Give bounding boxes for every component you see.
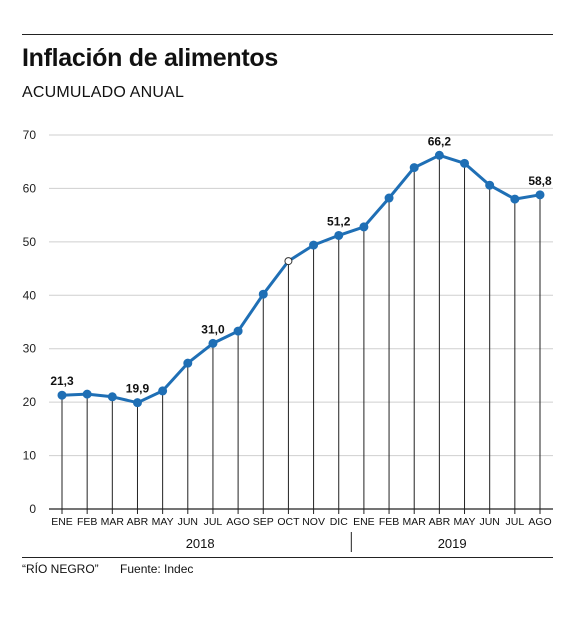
x-tick-label: AGO <box>528 516 551 528</box>
x-tick-label: MAY <box>152 516 174 528</box>
chart-title: Inflación de alimentos <box>22 44 278 72</box>
data-point <box>409 163 419 173</box>
top-rule <box>22 34 553 35</box>
source-credit: Fuente: Indec <box>120 562 194 576</box>
data-point <box>309 240 319 250</box>
x-tick-label: SEP <box>253 516 274 528</box>
x-tick-label: MAY <box>454 516 476 528</box>
x-tick-label: DIC <box>330 516 349 528</box>
data-point <box>535 190 545 200</box>
chart-subtitle: ACUMULADO ANUAL <box>22 84 185 101</box>
x-tick-label: MAR <box>403 516 427 528</box>
y-tick-label: 60 <box>23 181 37 195</box>
x-tick-label: ENE <box>353 516 375 528</box>
y-tick-label: 70 <box>23 128 37 142</box>
x-tick-label: JUL <box>204 516 223 528</box>
y-tick-label: 20 <box>23 395 37 409</box>
data-point <box>510 194 520 204</box>
data-point <box>359 222 369 232</box>
data-point <box>107 392 117 402</box>
y-tick-label: 50 <box>23 235 37 249</box>
data-point <box>208 338 218 348</box>
x-tick-label: NOV <box>302 516 325 528</box>
y-tick-label: 40 <box>23 288 37 302</box>
data-point <box>485 180 495 190</box>
data-point <box>183 358 193 368</box>
footer: “RÍO NEGRO” Fuente: Indec <box>22 562 211 576</box>
source-outlet: “RÍO NEGRO” <box>22 562 99 576</box>
x-tick-label: MAR <box>101 516 125 528</box>
data-label: 58,8 <box>528 174 552 188</box>
y-tick-label: 0 <box>29 502 36 516</box>
data-point <box>284 257 293 266</box>
year-label: 2018 <box>186 536 215 551</box>
x-tick-label: JUN <box>479 516 499 528</box>
data-label: 66,2 <box>428 134 452 148</box>
x-tick-label: AGO <box>226 516 249 528</box>
data-point <box>334 230 344 240</box>
data-label: 31,0 <box>201 322 225 336</box>
y-tick-label: 30 <box>23 342 37 356</box>
series-line <box>61 153 541 405</box>
data-point <box>57 390 67 400</box>
x-tick-label: JUL <box>505 516 524 528</box>
x-tick-label: ABR <box>429 516 451 528</box>
x-tick-label: ABR <box>127 516 149 528</box>
x-tick-label: FEB <box>379 516 399 528</box>
data-point <box>460 158 470 168</box>
x-tick-label: OCT <box>277 516 300 528</box>
data-label: 51,2 <box>327 214 351 228</box>
x-tick-label: FEB <box>77 516 97 528</box>
data-point <box>132 398 142 408</box>
x-tick-label: JUN <box>178 516 198 528</box>
data-point <box>158 386 168 396</box>
data-point <box>258 289 268 299</box>
data-point <box>82 389 92 399</box>
year-label: 2019 <box>438 536 467 551</box>
y-tick-label: 10 <box>23 449 37 463</box>
bottom-rule <box>22 557 553 558</box>
data-label: 19,9 <box>126 382 150 396</box>
data-point <box>384 193 394 203</box>
x-tick-label: ENE <box>51 516 73 528</box>
data-point <box>434 150 444 160</box>
data-label: 21,3 <box>50 374 74 388</box>
data-point <box>233 326 243 336</box>
